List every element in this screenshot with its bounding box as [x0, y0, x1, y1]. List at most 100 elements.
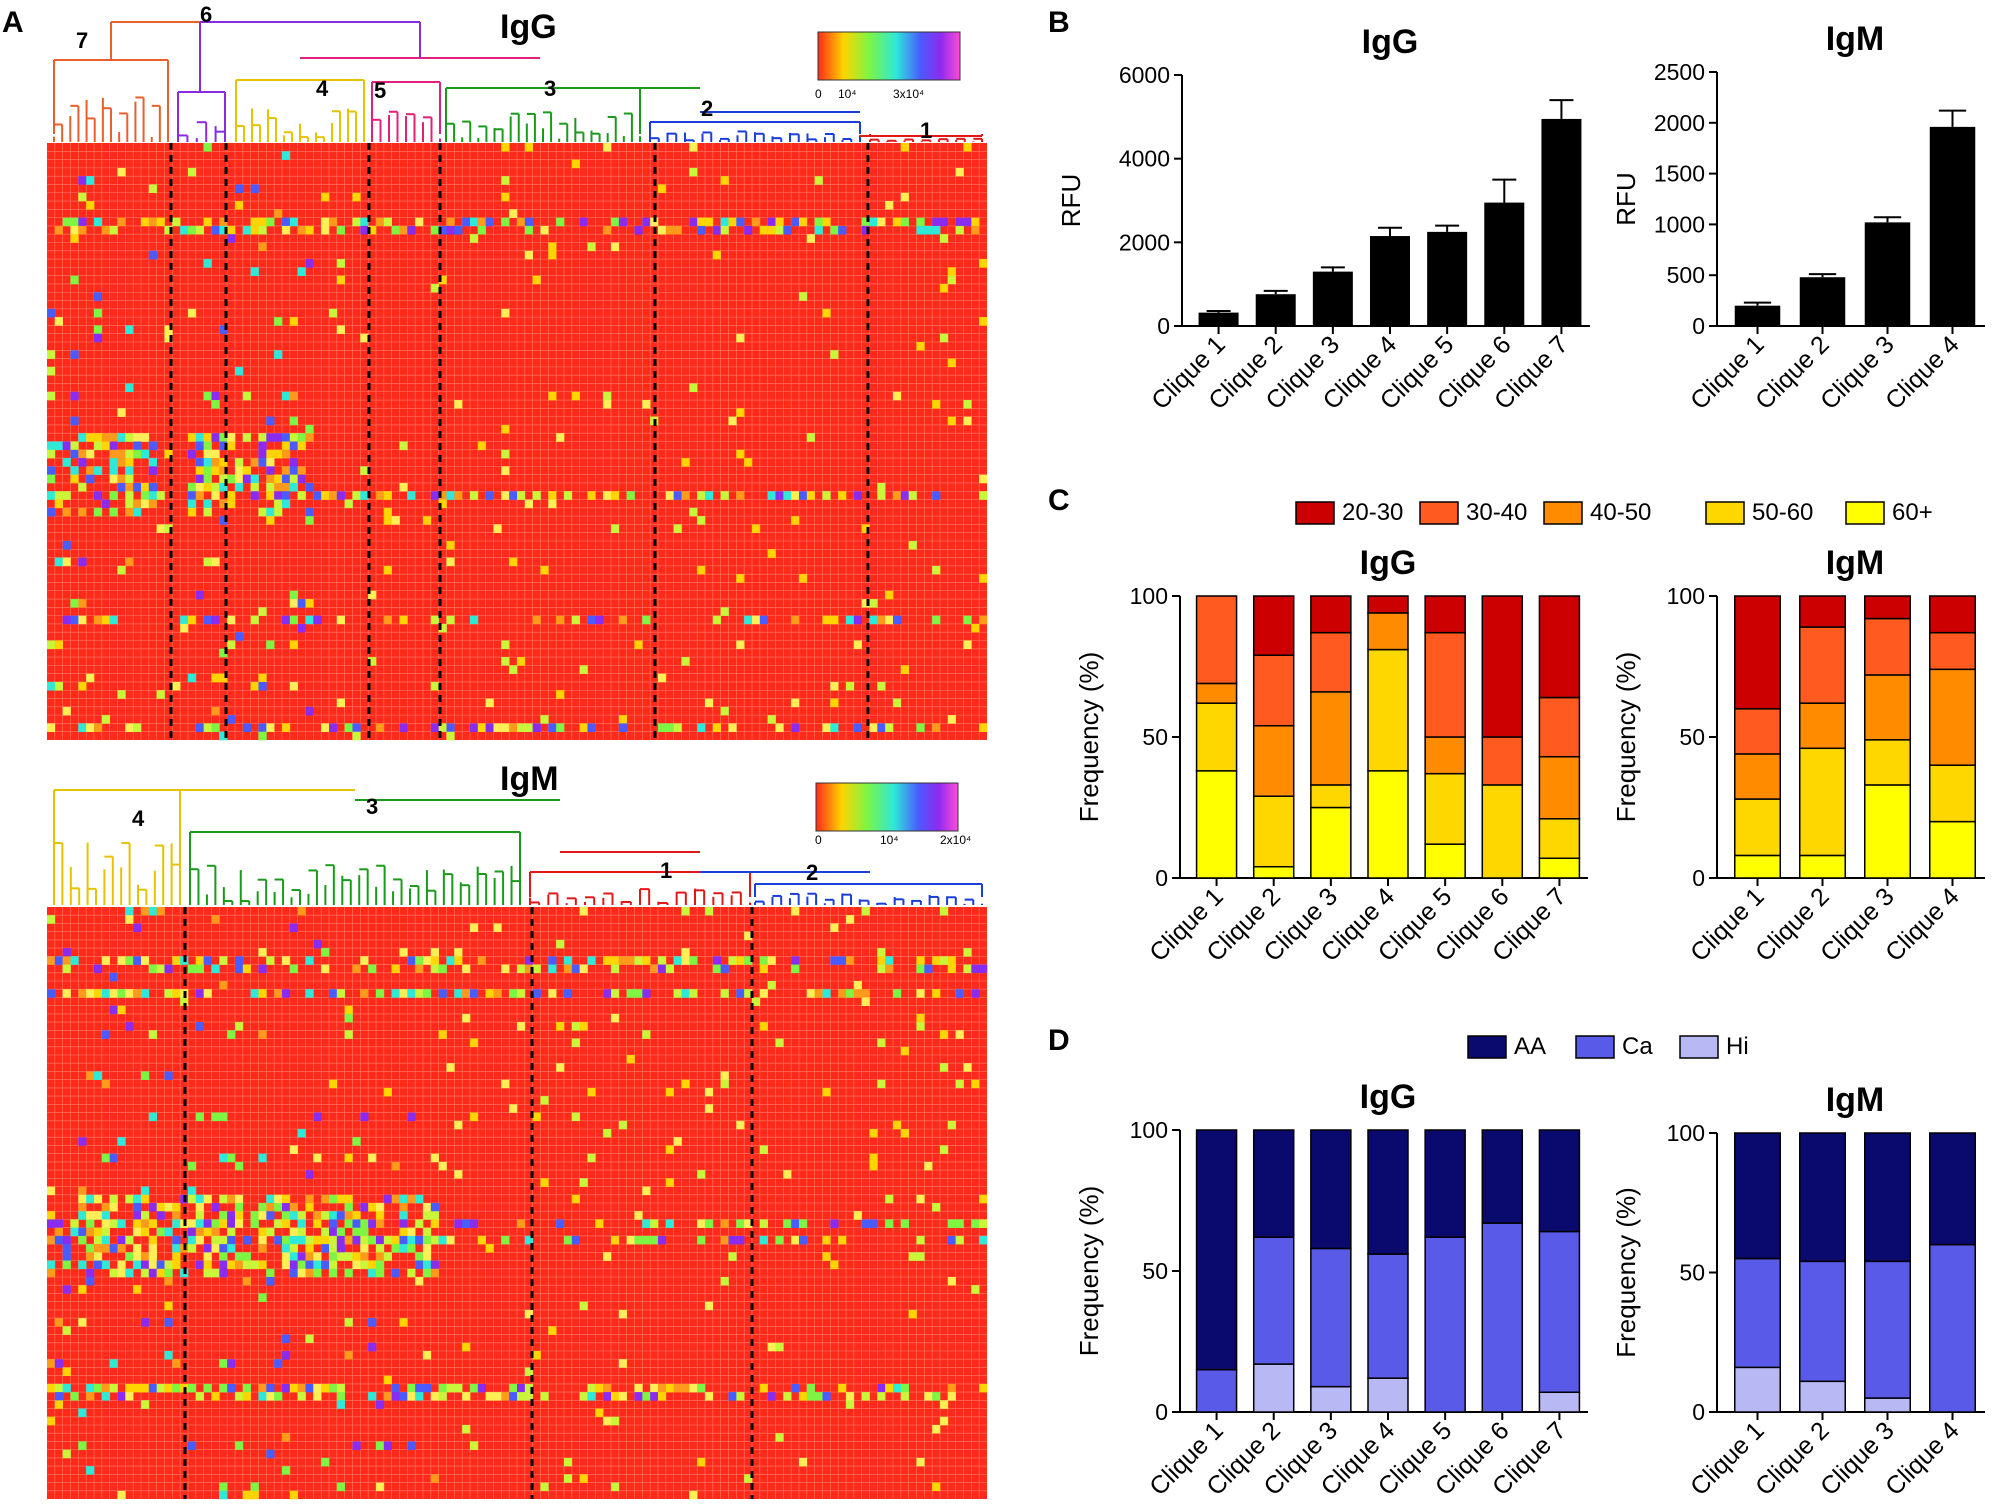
heatmap-cell	[344, 1268, 353, 1278]
heatmap-cell	[665, 491, 674, 500]
heatmap-cell	[376, 989, 385, 998]
heatmap-cell	[133, 1203, 142, 1212]
heatmap-cell	[822, 1087, 831, 1097]
heatmap-cell	[109, 989, 118, 998]
heatmap-cell	[556, 433, 565, 442]
heatmap-cell	[423, 989, 432, 998]
heatmap-cell	[846, 989, 855, 998]
heatmap-cell	[219, 217, 228, 227]
heatmap-cell	[853, 989, 862, 998]
heatmap-cell	[571, 964, 580, 974]
heatmap-cell	[556, 1219, 565, 1228]
heatmap-cell	[415, 1194, 424, 1204]
heatmap-cell	[47, 466, 56, 475]
heatmap-cell	[924, 1392, 933, 1401]
heatmap-cell	[501, 723, 510, 733]
heatmap-cell	[172, 989, 181, 998]
heatmap-cell	[618, 1309, 627, 1319]
heatmap-cell	[603, 391, 612, 401]
heatmap-cell	[759, 964, 768, 974]
heatmap-cell	[148, 458, 157, 467]
heatmap-cell	[940, 907, 949, 916]
chart-title: IgG	[1360, 1078, 1417, 1116]
heatmap-cell	[156, 1383, 165, 1393]
heatmap-cell	[172, 681, 181, 691]
heatmap-cell	[211, 1219, 220, 1228]
heatmap-cell	[360, 1112, 369, 1122]
heatmap-cell	[454, 400, 463, 409]
heatmap-cell	[78, 723, 87, 733]
heatmap-cell	[775, 723, 784, 733]
heatmap-cell	[963, 143, 972, 152]
legend-swatch	[1679, 1035, 1719, 1059]
heatmap-cell	[94, 1383, 103, 1393]
heatmap-cell	[470, 1383, 479, 1393]
heatmap-cell	[203, 217, 212, 227]
heatmap-cell	[274, 1219, 283, 1228]
heatmap-cell	[47, 915, 56, 924]
heatmap-cell	[658, 225, 667, 235]
heatmap-cell	[235, 956, 244, 965]
heatmap-cell	[329, 1211, 338, 1220]
heatmap-cell	[665, 1219, 674, 1228]
heatmap-cell	[697, 516, 706, 525]
heatmap-cell	[446, 956, 455, 965]
x-tick-label: Clique 4	[1880, 330, 1965, 415]
heatmap-cell	[219, 433, 228, 442]
heatmap-cell	[775, 1342, 784, 1352]
heatmap-cell	[258, 989, 267, 998]
heatmap-cell	[78, 507, 87, 517]
y-tick-label: 0	[1692, 1399, 1705, 1425]
heatmap-cell	[141, 1400, 150, 1409]
cluster-label: 4	[132, 806, 145, 831]
heatmap-cell	[830, 723, 839, 733]
heatmap-cell	[665, 1087, 674, 1097]
heatmap-cell	[258, 1227, 267, 1237]
heatmap-cell	[164, 1260, 173, 1270]
heatmap-igm-colorbar: 0 10⁴ 2x10⁴	[815, 782, 971, 847]
y-tick-label: 6000	[1119, 62, 1170, 88]
heatmap-cell	[125, 482, 134, 492]
heatmap-cell	[188, 491, 197, 500]
cluster-label: 2	[806, 860, 818, 885]
heatmap-cell	[376, 1244, 385, 1253]
heatmap-cell	[148, 1260, 157, 1270]
heatmap-cell	[47, 1383, 56, 1393]
heatmap-cell	[141, 449, 150, 459]
heatmap-cell	[78, 225, 87, 235]
heatmap-cell	[916, 342, 925, 351]
heatmap-cell	[219, 458, 228, 467]
heatmap-cell	[736, 989, 745, 998]
heatmap-cell	[117, 989, 126, 998]
heatmap-cell	[219, 1235, 228, 1245]
heatmap-cell	[352, 731, 361, 741]
bar-segment-60plus	[1799, 854, 1846, 879]
heatmap-cell	[54, 317, 63, 326]
heatmap-cell	[62, 1326, 71, 1335]
heatmap-cell	[266, 416, 275, 426]
heatmap-cell	[62, 458, 71, 467]
heatmap-cell	[211, 557, 220, 567]
bar	[1427, 231, 1468, 326]
heatmap-igg-dendrogram	[53, 21, 983, 142]
heatmap-cell	[493, 723, 502, 733]
heatmap-cell	[282, 723, 291, 733]
heatmap-cell	[282, 989, 291, 998]
heatmap-cell	[955, 1030, 964, 1039]
heatmap-cell	[415, 217, 424, 227]
heatmap-cell	[391, 1194, 400, 1204]
heatmap-cell	[501, 1392, 510, 1401]
heatmap-cell	[78, 1285, 87, 1294]
heatmap-cell	[877, 681, 886, 691]
bar-segment-30-40	[1310, 631, 1352, 693]
heatmap-cell	[540, 1392, 549, 1401]
heatmap-cell	[188, 1219, 197, 1228]
heatmap-cell	[846, 1392, 855, 1401]
heatmap-igg: IgG 0 10⁴ 3x10⁴ 7 6 4 5 3 2 1	[47, 2, 988, 741]
heatmap-cell	[94, 989, 103, 998]
chart-title: IgM	[1826, 20, 1885, 58]
heatmap-cell	[101, 1219, 110, 1228]
heatmap-cell	[383, 1087, 392, 1097]
heatmap-cell	[188, 1244, 197, 1253]
heatmap-cell	[305, 225, 314, 235]
